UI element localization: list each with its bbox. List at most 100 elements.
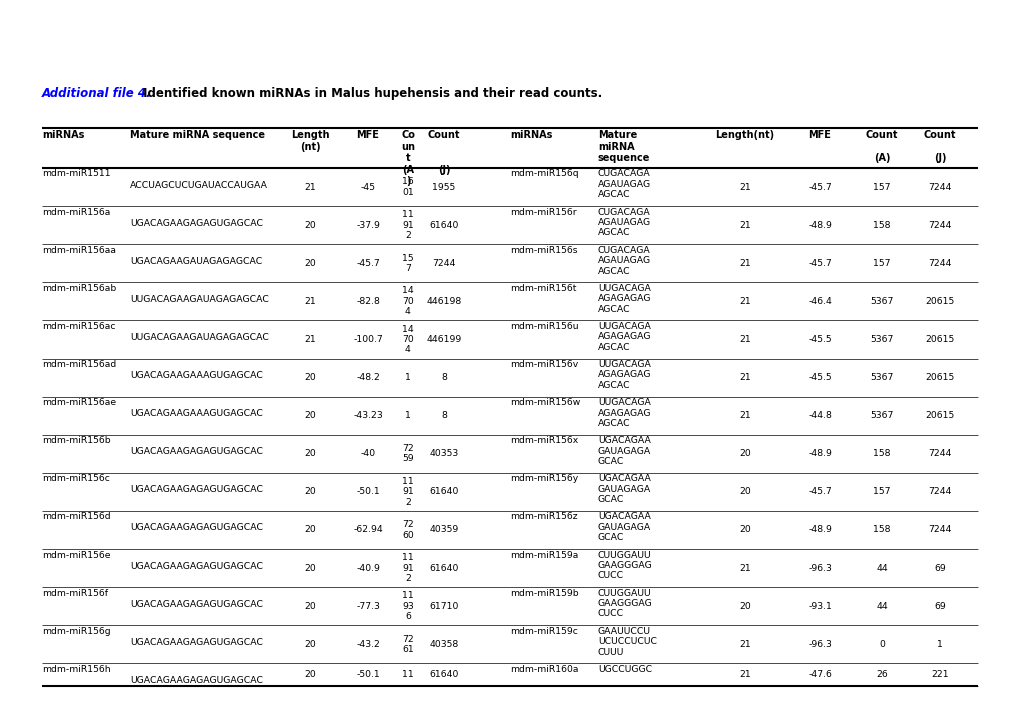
Text: 40359: 40359 — [429, 526, 459, 534]
Text: Count

(A): Count (A) — [865, 130, 898, 163]
Text: 20615: 20615 — [924, 411, 954, 420]
Text: -40.9: -40.9 — [356, 564, 379, 572]
Text: 21: 21 — [739, 258, 750, 268]
Text: 7244: 7244 — [927, 220, 951, 230]
Text: mdm-miR156s: mdm-miR156s — [510, 246, 577, 255]
Text: 61710: 61710 — [429, 602, 459, 611]
Text: 446199: 446199 — [426, 335, 462, 344]
Text: 20: 20 — [304, 602, 316, 611]
Text: 21: 21 — [304, 183, 316, 192]
Text: mdm-miR156ae: mdm-miR156ae — [42, 398, 116, 407]
Text: -45.5: -45.5 — [807, 373, 832, 382]
Text: -50.1: -50.1 — [356, 670, 379, 679]
Text: UGACAGAAGAGAGUGAGCAC: UGACAGAAGAGAGUGAGCAC — [129, 447, 263, 456]
Text: mdm-miR156x: mdm-miR156x — [510, 436, 578, 445]
Text: UGACAGAAGAGAGUGAGCAC: UGACAGAAGAGAGUGAGCAC — [129, 219, 263, 228]
Text: mdm-miR159c: mdm-miR159c — [510, 626, 578, 636]
Text: Identified known miRNAs in Malus hupehensis and their read counts.: Identified known miRNAs in Malus hupehen… — [139, 87, 601, 100]
Text: 20: 20 — [304, 526, 316, 534]
Text: 20: 20 — [304, 411, 316, 420]
Text: -40: -40 — [360, 449, 375, 458]
Text: UGACAGAAGAUAGAGAGCAC: UGACAGAAGAUAGAGAGCAC — [129, 257, 262, 266]
Text: Additional file 4.: Additional file 4. — [42, 87, 152, 100]
Text: 20615: 20615 — [924, 335, 954, 344]
Text: mdm-miR156e: mdm-miR156e — [42, 551, 110, 559]
Text: Co
un
t
(A
): Co un t (A ) — [400, 130, 415, 186]
Text: 1: 1 — [405, 373, 411, 382]
Text: -45.5: -45.5 — [807, 335, 832, 344]
Text: UGACAGAA
GAUAGAGA
GCAC: UGACAGAA GAUAGAGA GCAC — [597, 513, 650, 542]
Text: mdm-miR156y: mdm-miR156y — [510, 474, 578, 483]
Text: -44.8: -44.8 — [807, 411, 832, 420]
Text: 21: 21 — [739, 335, 750, 344]
Text: 7244: 7244 — [927, 449, 951, 458]
Text: 21: 21 — [739, 297, 750, 306]
Text: 8: 8 — [440, 411, 446, 420]
Text: mdm-miR156c: mdm-miR156c — [42, 474, 110, 483]
Text: mdm-miR156u: mdm-miR156u — [510, 322, 578, 331]
Text: 11
91
2: 11 91 2 — [401, 477, 414, 507]
Text: Count


(J): Count (J) — [427, 130, 460, 175]
Text: mdm-miR156f: mdm-miR156f — [42, 589, 108, 598]
Text: mdm-miR156aa: mdm-miR156aa — [42, 246, 116, 255]
Text: -96.3: -96.3 — [807, 564, 832, 572]
Text: UUGACAGA
AGAGAGAG
AGCAC: UUGACAGA AGAGAGAG AGCAC — [597, 398, 651, 428]
Text: 1: 1 — [405, 411, 411, 420]
Text: 21: 21 — [739, 411, 750, 420]
Text: 26: 26 — [875, 670, 887, 679]
Text: UUGACAGA
AGAGAGAG
AGCAC: UUGACAGA AGAGAGAG AGCAC — [597, 360, 651, 390]
Text: 11: 11 — [401, 670, 414, 679]
Text: UGACAGAAGAGAGUGAGCAC: UGACAGAAGAGAGUGAGCAC — [129, 676, 263, 685]
Text: 8: 8 — [440, 373, 446, 382]
Text: 158: 158 — [872, 220, 890, 230]
Text: mdm-miR159b: mdm-miR159b — [510, 589, 578, 598]
Text: MFE: MFE — [808, 130, 830, 140]
Text: mdm-miR156d: mdm-miR156d — [42, 513, 110, 521]
Text: CUUGGAUU
GAAGGGAG
CUCC: CUUGGAUU GAAGGGAG CUCC — [597, 551, 652, 580]
Text: -48.9: -48.9 — [807, 220, 832, 230]
Text: -82.8: -82.8 — [356, 297, 379, 306]
Text: 20: 20 — [304, 373, 316, 382]
Text: -48.2: -48.2 — [356, 373, 379, 382]
Text: 20: 20 — [304, 258, 316, 268]
Text: 20615: 20615 — [924, 297, 954, 306]
Text: 5367: 5367 — [869, 335, 893, 344]
Text: 446198: 446198 — [426, 297, 462, 306]
Text: mdm-miR156v: mdm-miR156v — [510, 360, 578, 369]
Text: mdm-miR1511: mdm-miR1511 — [42, 169, 110, 179]
Text: 61640: 61640 — [429, 220, 459, 230]
Text: mdm-miR156q: mdm-miR156q — [510, 169, 578, 179]
Text: UUGACAGAAGAUAGAGAGCAC: UUGACAGAAGAUAGAGAGCAC — [129, 294, 269, 304]
Text: 20: 20 — [304, 487, 316, 496]
Text: miRNAs: miRNAs — [510, 130, 552, 140]
Text: 1: 1 — [936, 640, 942, 649]
Text: -45.7: -45.7 — [807, 487, 832, 496]
Text: 0: 0 — [878, 640, 884, 649]
Text: 21: 21 — [739, 564, 750, 572]
Text: 20: 20 — [304, 449, 316, 458]
Text: CUGACAGA
AGAUAGAG
AGCAC: CUGACAGA AGAUAGAG AGCAC — [597, 207, 650, 238]
Text: 157: 157 — [872, 487, 890, 496]
Text: UUGACAGA
AGAGAGAG
AGCAC: UUGACAGA AGAGAGAG AGCAC — [597, 284, 651, 314]
Text: -37.9: -37.9 — [356, 220, 379, 230]
Text: 16
01: 16 01 — [401, 177, 414, 197]
Text: 14
70
4: 14 70 4 — [401, 325, 414, 354]
Text: -45.7: -45.7 — [807, 183, 832, 192]
Text: UGCCUGGC: UGCCUGGC — [597, 665, 651, 674]
Text: 21: 21 — [304, 297, 316, 306]
Text: 72
60: 72 60 — [401, 521, 414, 540]
Text: mdm-miR156a: mdm-miR156a — [42, 207, 110, 217]
Text: 44: 44 — [875, 564, 887, 572]
Text: 14
70
4: 14 70 4 — [401, 287, 414, 316]
Text: UUGACAGA
AGAGAGAG
AGCAC: UUGACAGA AGAGAGAG AGCAC — [597, 322, 651, 351]
Text: UGACAGAAGAAAGUGAGCAC: UGACAGAAGAAAGUGAGCAC — [129, 409, 263, 418]
Text: 5367: 5367 — [869, 297, 893, 306]
Text: 221: 221 — [930, 670, 948, 679]
Text: mdm-miR156r: mdm-miR156r — [510, 207, 576, 217]
Text: -46.4: -46.4 — [807, 297, 832, 306]
Text: miRNAs: miRNAs — [42, 130, 85, 140]
Text: 61640: 61640 — [429, 564, 459, 572]
Text: mdm-miR156g: mdm-miR156g — [42, 626, 110, 636]
Text: MFE: MFE — [357, 130, 379, 140]
Text: Mature
miRNA
sequence: Mature miRNA sequence — [597, 130, 650, 163]
